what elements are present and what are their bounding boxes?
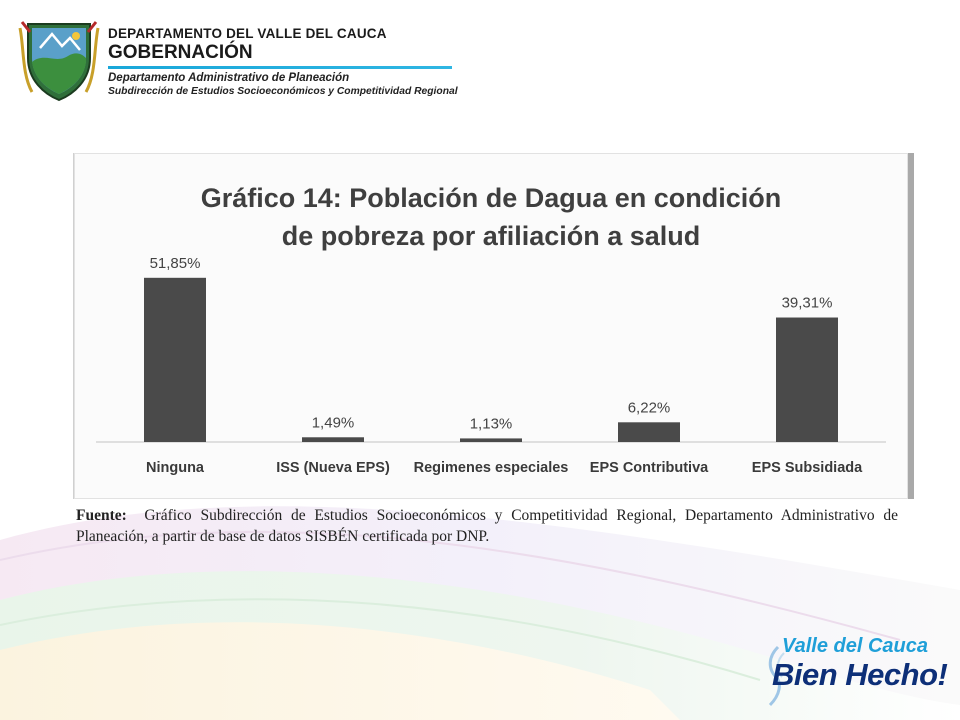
source-label: Fuente: <box>76 507 127 524</box>
category-label: Ninguna <box>146 460 205 476</box>
data-label: 6,22% <box>628 399 671 416</box>
header: DEPARTAMENTO DEL VALLE DEL CAUCA GOBERNA… <box>18 18 468 108</box>
category-label: EPS Subsidiada <box>752 460 863 476</box>
admin-department-title: Departamento Administrativo de Planeació… <box>108 72 350 84</box>
bar-chart: 51,85% Ninguna 1,49% ISS (Nueva EPS) 1,13% Re… <box>96 255 886 476</box>
chart-title-line-2: de pobreza por afiliación a salud <box>281 221 701 251</box>
source-note: Fuente: Gráfico Subdirección de Estudios… <box>76 505 898 547</box>
category-label: Regimenes especiales <box>414 460 569 476</box>
header-divider <box>108 66 452 69</box>
data-label: 1,13% <box>470 415 513 432</box>
government-title: GOBERNACIÓN <box>108 42 253 63</box>
data-label: 51,85% <box>150 255 201 272</box>
brand-line-2: Bien Hecho! <box>772 657 948 693</box>
subdirectorate-title: Subdirección de Estudios Socioeconómicos… <box>108 86 458 97</box>
data-label: 39,31% <box>782 295 833 312</box>
bar <box>776 317 838 442</box>
brand-line-2-text: Bien Hecho <box>772 657 938 692</box>
brand-exclamation: ! <box>937 657 948 692</box>
brand-logo: Valle del Cauca Bien Hecho! <box>760 635 950 710</box>
chart-title: Gráfico 14: Población de Dagua en condic… <box>74 179 908 255</box>
department-title: DEPARTAMENTO DEL VALLE DEL CAUCA <box>108 26 387 41</box>
brand-line-1: Valle del Cauca <box>782 635 928 657</box>
bar <box>460 438 522 442</box>
chart-panel: Gráfico 14: Población de Dagua en condic… <box>73 153 914 499</box>
bar <box>618 422 680 442</box>
category-label: EPS Contributiva <box>590 460 709 476</box>
coat-of-arms-icon <box>18 21 100 102</box>
bar <box>302 437 364 442</box>
category-label: ISS (Nueva EPS) <box>276 460 390 476</box>
data-label: 1,49% <box>312 414 355 431</box>
bar <box>144 277 206 442</box>
chart-title-line-1: Gráfico 14: Población de Dagua en condic… <box>200 183 782 213</box>
brand-swoosh-icon <box>768 645 785 707</box>
source-text: Gráfico Subdirección de Estudios Socioec… <box>76 507 898 545</box>
